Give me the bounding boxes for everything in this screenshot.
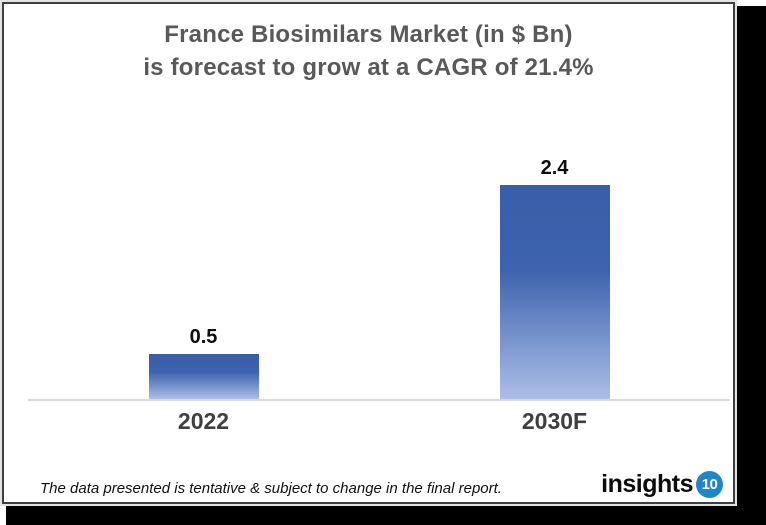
bar-value-label: 2.4 [540,157,569,179]
category-label: 2022 [177,408,230,434]
bar-group: 2.4 [379,157,730,399]
brand-badge-circle: 10 [696,471,723,498]
chart-title: France Biosimilars Market (in $ Bn) is f… [4,18,733,84]
footer-disclaimer: The data presented is tentative & subjec… [40,480,502,497]
category-label: 2030F [521,408,588,434]
brand-logo: insights 10 [601,470,723,499]
brand-name: insights [601,470,693,498]
chart-card: France Biosimilars Market (in $ Bn) is f… [0,0,737,506]
bars-area: 0.5 2.4 [28,4,730,399]
chart-title-line2: is forecast to grow at a CAGR of 21.4% [143,54,594,81]
bar-value-label: 0.5 [189,326,218,348]
chart-title-line1: France Biosimilars Market (in $ Bn) [164,21,573,48]
bar [499,185,610,399]
bar-group: 0.5 [28,326,379,399]
x-axis-line [28,399,730,401]
category-axis: 2022 2030F [28,408,730,435]
bar [148,354,259,399]
